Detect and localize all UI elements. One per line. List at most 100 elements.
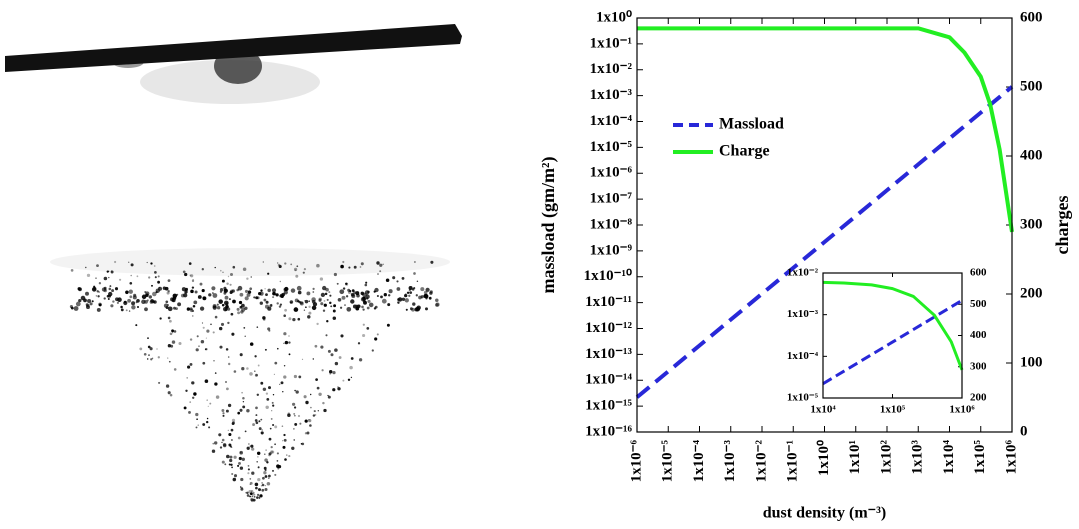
particle xyxy=(241,391,243,394)
particle xyxy=(332,316,337,320)
particle xyxy=(189,362,193,366)
y2-tick-label: 600 xyxy=(1020,9,1043,25)
particle xyxy=(332,309,336,313)
particle xyxy=(283,314,286,317)
particle xyxy=(239,408,243,412)
particle xyxy=(265,293,268,296)
particle xyxy=(379,263,383,267)
particle xyxy=(279,383,281,386)
x-tick-label: 1x10⁵ xyxy=(972,440,988,475)
particle xyxy=(114,287,119,291)
particle xyxy=(318,297,322,301)
particle xyxy=(223,286,227,290)
particle xyxy=(272,296,275,299)
particle xyxy=(320,302,324,306)
particle xyxy=(265,449,267,451)
particle xyxy=(298,375,302,379)
particle xyxy=(167,344,172,348)
particle xyxy=(308,418,312,423)
particle xyxy=(362,323,365,326)
particle xyxy=(125,290,129,295)
particle xyxy=(249,342,254,346)
particle xyxy=(304,299,309,304)
particle xyxy=(169,332,173,336)
particle xyxy=(204,379,209,383)
particle xyxy=(297,317,301,321)
particle xyxy=(294,415,296,417)
particle xyxy=(284,308,287,312)
particle xyxy=(362,333,366,338)
particle xyxy=(322,285,327,291)
particle xyxy=(341,295,346,300)
particle xyxy=(290,288,296,293)
particle xyxy=(202,423,206,426)
particle xyxy=(183,293,188,298)
particle xyxy=(376,333,379,336)
particle xyxy=(129,295,133,299)
particle xyxy=(214,315,218,319)
particle xyxy=(158,286,162,291)
particle xyxy=(129,281,133,285)
particle xyxy=(184,288,188,292)
particle xyxy=(267,272,270,275)
particle xyxy=(340,334,344,338)
particle xyxy=(250,276,252,278)
particle xyxy=(229,272,234,277)
particle xyxy=(263,471,267,475)
particle xyxy=(238,456,242,461)
particle xyxy=(210,323,212,326)
series-line xyxy=(822,299,963,386)
y2-tick-label: 200 xyxy=(1020,285,1043,301)
particle xyxy=(241,307,246,312)
particle xyxy=(135,301,138,304)
particle xyxy=(256,493,260,497)
particle xyxy=(227,275,230,278)
particle xyxy=(327,395,331,399)
x-tick-label: 1x10⁻² xyxy=(753,440,769,483)
particle xyxy=(314,410,316,413)
particle xyxy=(112,300,115,303)
particle xyxy=(309,393,312,396)
particle xyxy=(240,477,244,482)
particle xyxy=(239,450,243,455)
particle xyxy=(288,317,292,321)
particle xyxy=(148,354,150,356)
particle xyxy=(245,492,247,494)
particle xyxy=(408,285,413,291)
particle xyxy=(242,401,245,403)
particle xyxy=(212,293,218,298)
particle xyxy=(264,468,267,472)
particle xyxy=(333,272,337,277)
particle xyxy=(358,358,363,362)
particle xyxy=(259,291,264,296)
particle xyxy=(254,370,256,372)
particle xyxy=(265,392,269,395)
particle xyxy=(397,301,400,304)
particle xyxy=(141,299,146,305)
particle xyxy=(308,419,310,421)
particle xyxy=(96,290,99,293)
particle xyxy=(303,267,307,271)
particle xyxy=(242,405,246,409)
particle xyxy=(345,282,349,286)
particle xyxy=(312,358,315,360)
particle xyxy=(392,276,396,280)
particle xyxy=(213,360,215,362)
y2-tick-label: 400 xyxy=(1020,147,1043,163)
particle xyxy=(149,300,154,304)
particle xyxy=(154,276,157,279)
particle xyxy=(312,291,315,293)
x-axis-title: dust density (m⁻³) xyxy=(763,505,886,522)
particle xyxy=(207,405,209,407)
particle xyxy=(396,280,399,283)
particle xyxy=(250,444,254,448)
particle xyxy=(153,265,156,267)
particle xyxy=(365,281,368,284)
particle xyxy=(271,288,277,293)
particle xyxy=(216,306,221,310)
particle xyxy=(205,348,208,351)
particle xyxy=(345,295,349,298)
particle xyxy=(78,298,82,303)
x-tick-label: 1x10⁻⁵ xyxy=(660,440,676,483)
particle xyxy=(222,271,224,273)
